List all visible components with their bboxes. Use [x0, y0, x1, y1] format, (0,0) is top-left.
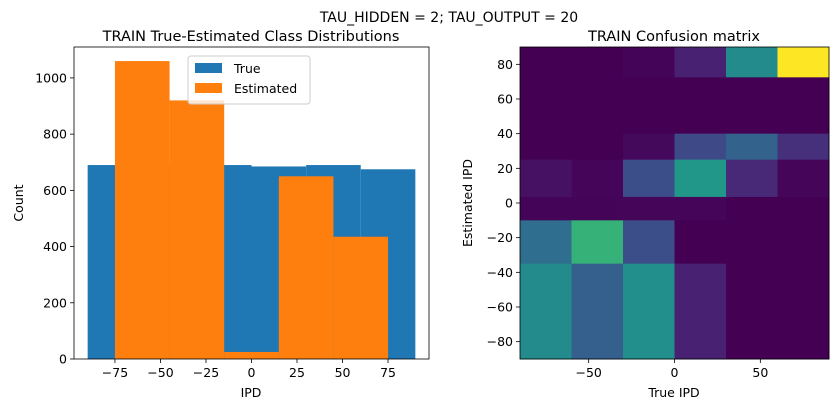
confusion-cell	[623, 159, 675, 198]
confusion-cell	[674, 77, 727, 135]
confusion-y-label: Estimated IPD	[460, 159, 475, 247]
estimated-bar	[278, 176, 334, 359]
y-tick-label: 0	[59, 352, 67, 367]
x-tick-label: −75	[102, 365, 128, 380]
confusion-title: TRAIN Confusion matrix	[587, 29, 760, 45]
confusion-cells	[520, 47, 830, 360]
x-tick-label: −50	[147, 365, 173, 380]
confusion-cell	[571, 263, 624, 360]
legend-swatch-estimated	[195, 83, 222, 93]
confusion-cell	[571, 159, 624, 198]
confusion-cell	[623, 263, 675, 360]
x-tick-label: 50	[335, 365, 351, 380]
confusion-cell	[777, 263, 830, 360]
confusion-cell	[726, 47, 778, 78]
confusion-cell	[674, 133, 727, 161]
confusion-cell	[777, 77, 830, 135]
confusion-cell	[571, 220, 624, 265]
confusion-cell	[726, 196, 778, 221]
estimated-bar	[169, 100, 225, 360]
figure-suptitle: TAU_HIDDEN = 2; TAU_OUTPUT = 20	[319, 10, 578, 26]
confusion-cell	[623, 77, 675, 135]
legend-label-true: True	[233, 61, 261, 76]
y-tick-label: 200	[43, 295, 67, 310]
y-tick-label: 0	[505, 196, 513, 211]
confusion-cell	[520, 263, 572, 360]
histogram-x-label: IPD	[241, 385, 262, 400]
confusion-matrix-chart: TRAIN Confusion matrix −50 0 50 806040200−…	[460, 29, 830, 400]
confusion-cell	[674, 47, 727, 78]
x-tick-label: 50	[752, 365, 768, 380]
confusion-cell	[674, 220, 727, 265]
confusion-cell	[726, 77, 778, 135]
y-tick-label: 400	[43, 239, 67, 254]
y-tick-label: −80	[487, 334, 513, 349]
confusion-cell	[571, 47, 624, 78]
legend-label-estimated: Estimated	[234, 81, 297, 96]
histogram-legend: True Estimated	[187, 55, 311, 105]
confusion-cell	[623, 133, 675, 161]
confusion-cell	[777, 220, 830, 265]
confusion-cell	[571, 133, 624, 161]
confusion-cell	[726, 220, 778, 265]
confusion-cell	[571, 77, 624, 135]
confusion-cell	[777, 133, 830, 161]
confusion-cell	[674, 159, 727, 198]
histogram-title: TRAIN True-Estimated Class Distributions	[102, 29, 400, 45]
histogram-chart: TRAIN True-Estimated Class Distributions…	[11, 29, 430, 400]
confusion-cell	[777, 196, 830, 221]
y-tick-label: 800	[43, 127, 67, 142]
confusion-cell	[623, 196, 675, 221]
x-tick-label: −50	[575, 365, 601, 380]
histogram-x-ticks: −75 −50 −25 0 25 50 75	[102, 359, 396, 380]
confusion-cell	[520, 159, 572, 198]
estimated-bar	[224, 351, 279, 359]
y-tick-label: 600	[43, 183, 67, 198]
estimated-bar	[114, 61, 170, 360]
confusion-x-ticks: −50 0 50	[575, 359, 768, 380]
confusion-x-label: True IPD	[647, 385, 699, 400]
legend-swatch-true	[195, 63, 222, 73]
confusion-cell	[777, 159, 830, 198]
histogram-bars	[87, 61, 416, 360]
x-tick-label: 0	[248, 365, 256, 380]
x-tick-label: 0	[671, 365, 679, 380]
confusion-cell	[777, 47, 830, 78]
confusion-cell	[674, 196, 727, 221]
confusion-cell	[623, 47, 675, 78]
confusion-cell	[674, 263, 727, 360]
y-tick-label: 60	[497, 92, 513, 107]
histogram-y-ticks: 0 200 400 600 800 1000	[35, 70, 74, 367]
confusion-cell	[571, 196, 624, 221]
histogram-y-label: Count	[11, 184, 26, 221]
x-tick-label: 25	[289, 365, 305, 380]
confusion-cell	[520, 47, 572, 78]
y-tick-label: −60	[487, 300, 513, 315]
confusion-cell	[520, 196, 572, 221]
confusion-cell	[726, 263, 778, 360]
y-tick-label: −40	[487, 265, 513, 280]
confusion-cell	[520, 133, 572, 161]
confusion-cell	[520, 77, 572, 135]
confusion-cell	[623, 220, 675, 265]
confusion-y-ticks: 80 60 40 20 0 −20 −40 −60 −80	[487, 57, 520, 349]
x-tick-label: −25	[193, 365, 219, 380]
confusion-cell	[520, 220, 572, 265]
y-tick-label: 1000	[35, 70, 67, 85]
confusion-cell	[726, 133, 778, 161]
y-tick-label: 40	[497, 126, 513, 141]
confusion-cell	[726, 159, 778, 198]
y-tick-label: 20	[497, 161, 513, 176]
y-tick-label: 80	[497, 57, 513, 72]
y-tick-label: −20	[487, 230, 513, 245]
estimated-bar	[333, 236, 389, 359]
x-tick-label: 75	[380, 365, 396, 380]
